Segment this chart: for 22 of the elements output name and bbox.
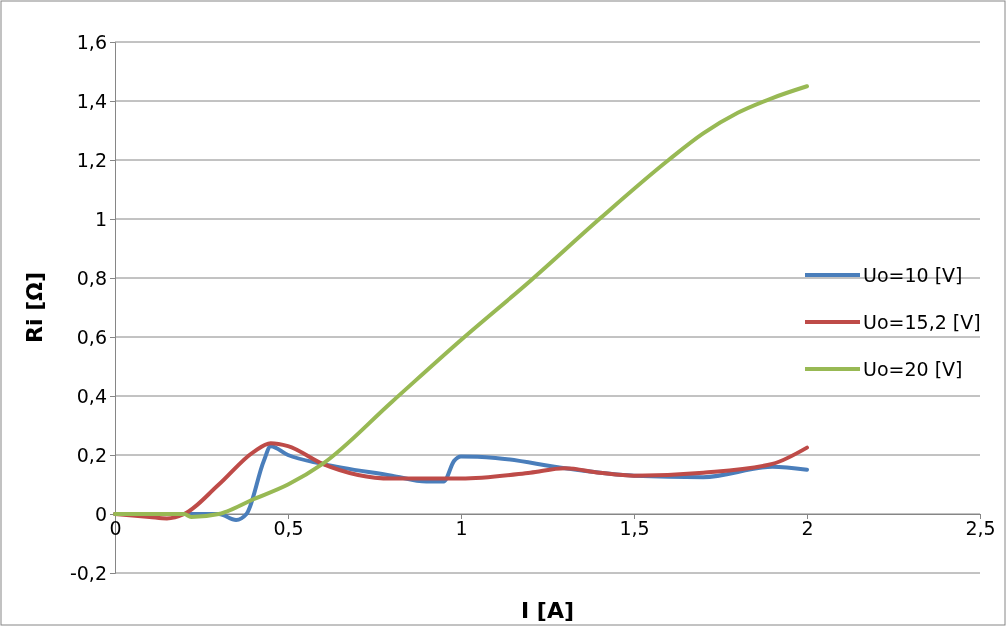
line-series [113, 84, 809, 519]
x-tick-label: 0 [109, 517, 122, 540]
y-tick-label: 0,8 [76, 266, 107, 289]
x-tick-label: 1,5 [619, 517, 650, 540]
legend-label: Uo=20 [V] [863, 358, 963, 380]
y-tick-label: 0,4 [76, 384, 107, 407]
y-tick-label: 0,6 [76, 325, 107, 348]
y-tick-label: 1,4 [76, 89, 107, 112]
x-tick-label: 1 [455, 517, 468, 540]
legend-label: Uo=15,2 [V] [863, 311, 981, 333]
y-tick-label: 1,2 [76, 148, 107, 171]
y-tick-label: 1,6 [76, 30, 107, 53]
x-tick-label: 2,5 [965, 517, 996, 540]
y-tick-label: -0,2 [69, 561, 107, 584]
y-tick-label: 0 [94, 502, 107, 525]
y-axis-title: Ri [Ω] [22, 272, 47, 343]
x-tick-label: 2 [801, 517, 814, 540]
y-tick-label: 0,2 [76, 443, 107, 466]
y-tick-label: 1 [94, 207, 107, 230]
x-tick-label: 0,5 [273, 517, 304, 540]
legend-label: Uo=10 [V] [863, 264, 963, 286]
x-axis-title: I [A] [521, 598, 574, 623]
